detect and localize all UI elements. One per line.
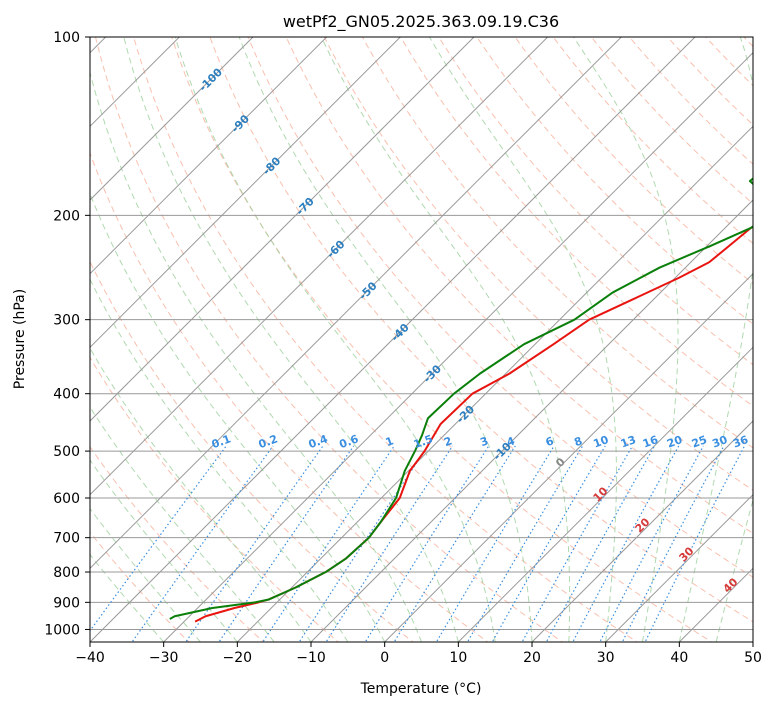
mixing-ratio-label: 1.5 [412,432,435,451]
moist-adiabat-line [715,498,753,642]
mixing-ratio-line [218,445,355,642]
isotherm-gridline [383,272,753,642]
y-tick-label: 700 [53,531,80,547]
x-tick-label: 30 [597,650,615,666]
mixing-ratio-label: 6 [544,434,556,449]
mixing-ratio-label: 0.4 [307,432,330,451]
y-tick-label: 100 [53,30,80,46]
dry-adiabat-line [90,151,489,642]
dry-adiabat-line [90,260,414,642]
y-tick-label: 500 [53,444,80,460]
isotherm-gridline [90,37,328,275]
moist-adiabat-line [90,459,238,642]
mixing-ratio-line [298,445,429,642]
isotherm-gridline [604,493,753,642]
moist-adiabat-line [90,278,349,642]
x-axis-label: Temperature (°C) [360,681,482,697]
mixing-ratio-label: 0.1 [210,432,233,451]
moist-adiabat-line [238,37,533,642]
y-tick-label: 900 [53,595,80,611]
moist-adiabat-line [90,192,386,642]
moist-adiabat-line [573,37,679,642]
mixing-ratio-line [466,445,584,642]
mixing-ratio-label: 30 [710,433,729,451]
isotherm-gridline [90,37,402,349]
isotherm-gridline [457,346,753,642]
isotherm-gridline [90,37,475,422]
moist-adiabat-line [90,70,422,642]
dry-adiabat-line [514,37,753,285]
mixing-ratio-label: 3 [478,434,490,449]
mixing-ratio-line [393,445,516,642]
moist-adiabat-line [174,37,496,642]
isotherm-gridline [310,199,753,642]
mixing-ratio-line [572,445,680,642]
mixing-ratio-label: 4 [505,434,517,449]
isotherm-gridline [90,37,549,496]
mixing-ratio-label: 20 [665,433,684,451]
x-tick-label: 10 [449,650,467,666]
isotherm-gridline [90,37,254,201]
mixing-ratio-label: 13 [619,433,638,450]
mixing-ratio-line [599,445,704,642]
y-tick-label: 400 [53,387,80,403]
moist-adiabat-line [320,37,571,642]
isotherm-gridline [90,37,696,642]
mixing-ratio-label: 16 [641,433,660,451]
x-tick-label: −40 [75,650,105,666]
x-tick-label: −30 [149,650,179,666]
mixing-ratio-label: 8 [572,434,584,449]
isotherm-gridline [90,37,623,570]
y-tick-label: 1000 [44,622,80,638]
mixing-ratio-label: 1 [384,434,396,449]
mixing-ratio-line [364,445,490,642]
mixing-ratio-line [131,445,274,642]
dewpoint-line [169,177,753,620]
mixing-ratio-label: 10 [592,433,611,451]
mixing-ratio-line [185,445,324,642]
y-axis-label: Pressure (hPa) [12,289,28,389]
mixing-ratio-line [325,445,454,642]
mixing-ratio-label: 0.6 [338,432,361,451]
mixing-ratio-line [262,445,395,642]
isotherm-gridline [162,51,753,642]
moist-adiabat-line [123,37,459,642]
y-tick-label: 200 [53,208,80,224]
mixing-ratio-label: 0.2 [257,432,280,451]
x-tick-label: 50 [744,650,762,666]
chart-title: wetPf2_GN05.2025.363.09.19.C36 [283,12,559,32]
moist-adiabat-line [90,553,165,642]
isotherm-gridline [531,420,753,642]
moist-adiabat-line [429,37,617,642]
dry-adiabat-line [476,37,753,325]
x-tick-label: −10 [296,650,326,666]
mixing-ratio-line [491,445,606,642]
mixing-ratio-label: 25 [690,433,709,450]
moist-adiabat-line [678,37,753,642]
x-tick-label: 40 [670,650,688,666]
y-tick-label: 800 [53,565,80,581]
mixing-ratio-label: 36 [731,433,750,451]
y-tick-label: 600 [53,491,80,507]
y-tick-label: 300 [53,313,80,329]
x-tick-label: 0 [380,650,389,666]
moist-adiabat-line [90,406,275,642]
plot-frame [89,36,754,643]
x-tick-label: 20 [523,650,541,666]
moist-adiabat-line [90,507,201,642]
x-tick-label: −20 [223,650,253,666]
profile-lines [169,177,753,623]
axes: −40 −30 −20 −10 0 10 20 30 40 5010020030040050060… [44,30,762,666]
mixing-ratio-label: 2 [442,434,454,449]
